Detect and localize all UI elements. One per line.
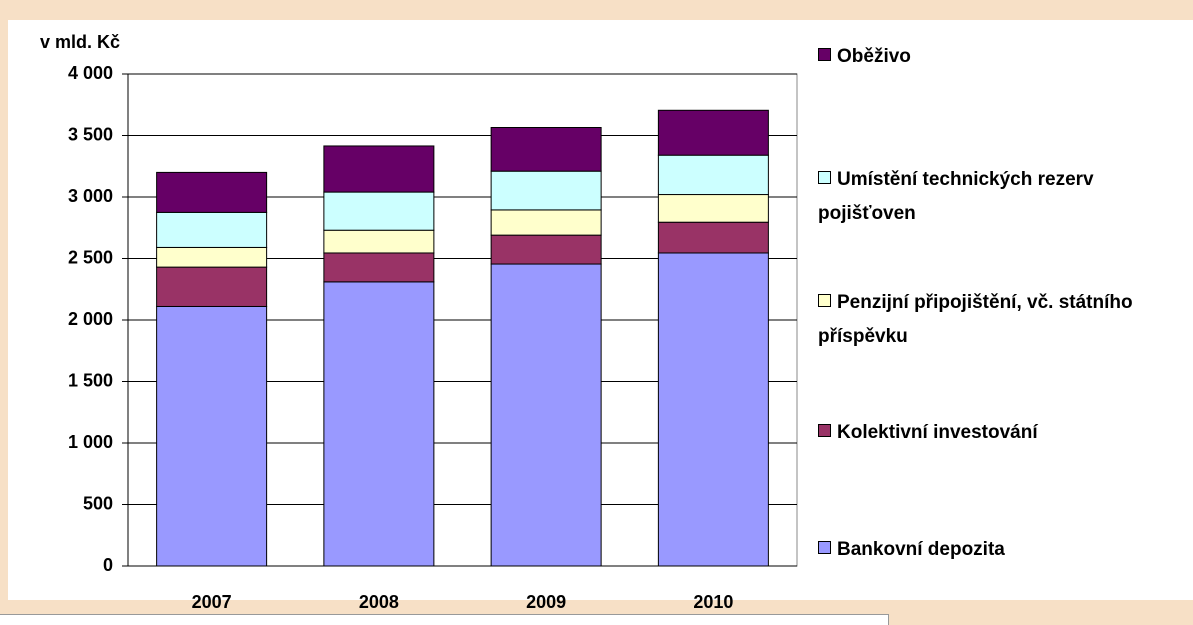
bar-segment [657, 194, 769, 223]
legend-label: Umístění technických rezerv pojišťoven [818, 169, 1094, 224]
legend-label: Penzijní připojištění, vč. státního přís… [818, 292, 1133, 347]
bar-segment [657, 221, 769, 254]
bar-segment [490, 234, 602, 265]
bar-segment [323, 191, 435, 231]
bar-segment [323, 145, 435, 193]
x-tick-label: 2010 [693, 592, 733, 612]
legend-item: Umístění technických rezerv pojišťoven [818, 163, 1158, 231]
bar-segment [156, 211, 268, 248]
y-tick-label: 3 000 [68, 186, 113, 206]
legend-swatch [818, 171, 831, 184]
y-tick-label: 2 000 [68, 309, 113, 329]
legend-label: Kolektivní investování [837, 422, 1038, 443]
legend-label: Bankovní depozita [837, 539, 1005, 560]
bar-segment [490, 170, 602, 211]
y-tick-label: 2 500 [68, 247, 113, 267]
y-tick-label: 0 [103, 555, 113, 575]
legend-swatch [818, 48, 831, 61]
bar-segment [323, 281, 435, 567]
bar-segment [490, 209, 602, 236]
legend-swatch [818, 294, 831, 307]
legend-item: Bankovní depozita [818, 533, 1158, 567]
bar-segment [490, 127, 602, 172]
bar-segment [156, 246, 268, 268]
bar-segment [323, 252, 435, 283]
legend-swatch [818, 424, 831, 437]
y-tick-label: 500 [83, 493, 113, 513]
bar-segment [657, 154, 769, 196]
y-tick-label: 1 000 [68, 432, 113, 452]
x-tick-label: 2007 [192, 592, 232, 612]
bar-segment [323, 229, 435, 254]
bar-segment [490, 263, 602, 567]
y-tick-label: 4 000 [68, 63, 113, 83]
y-tick-label: 1 500 [68, 370, 113, 390]
legend-item: Oběživo [818, 40, 1158, 74]
bar-segment [156, 171, 268, 213]
legend-item: Kolektivní investování [818, 416, 1158, 450]
legend-item: Penzijní připojištění, vč. státního přís… [818, 286, 1158, 354]
bar-segment [156, 266, 268, 307]
y-axis-title: v mld. Kč [40, 32, 120, 52]
x-tick-label: 2008 [359, 592, 399, 612]
x-tick-label: 2009 [526, 592, 566, 612]
bottom-strip [0, 614, 889, 625]
y-tick-label: 3 500 [68, 124, 113, 144]
bar-segment [156, 305, 268, 567]
bar-segment [657, 252, 769, 567]
legend-swatch [818, 541, 831, 554]
bar-segment [657, 109, 769, 156]
legend-label: Oběživo [837, 46, 911, 67]
